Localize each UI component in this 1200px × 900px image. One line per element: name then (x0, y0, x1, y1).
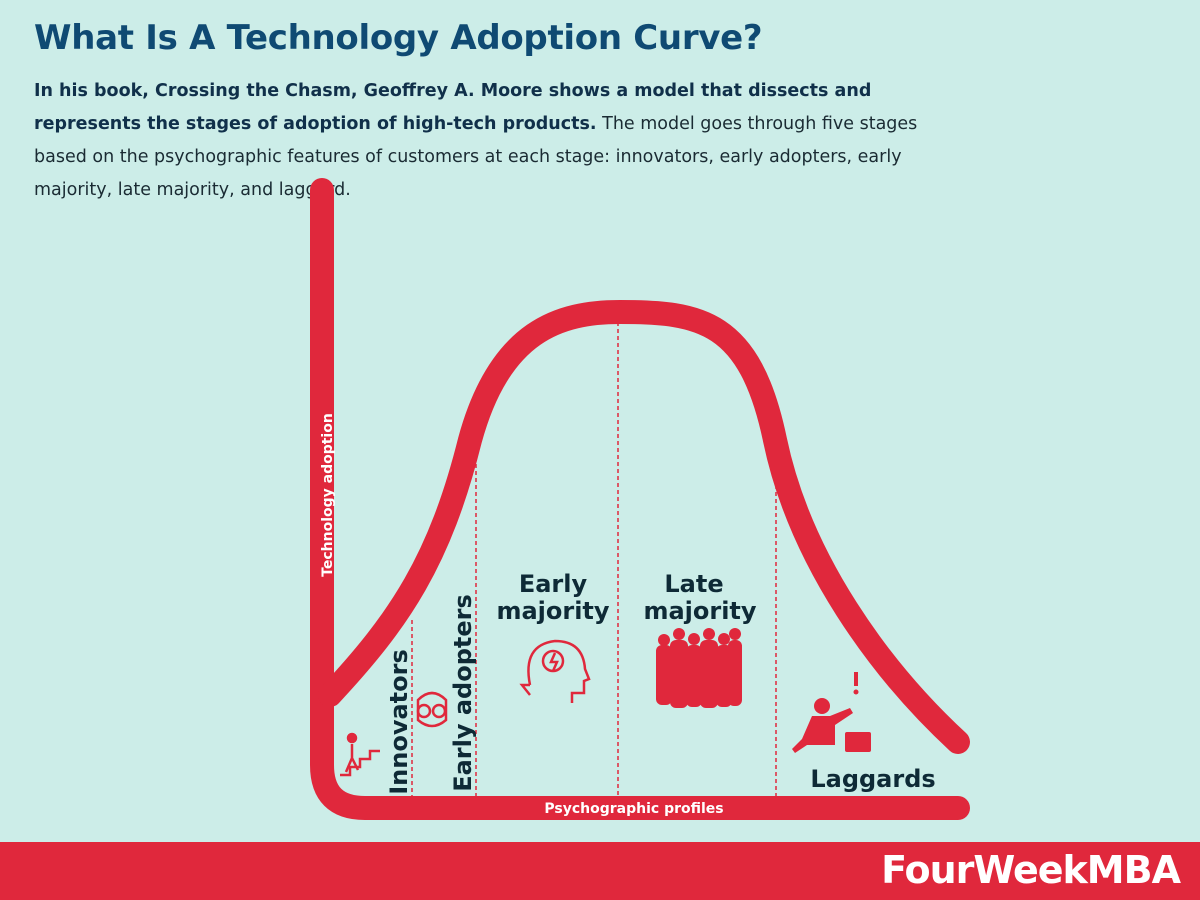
intro-bold: In his book, Crossing the Chasm, Geoffre… (34, 81, 872, 134)
intro: In his book, Crossing the Chasm, Geoffre… (34, 75, 954, 207)
laggard-icon (792, 672, 871, 753)
footer: FourWeekMBA (0, 842, 1200, 900)
y-axis-label: Technology adoption (320, 413, 336, 577)
laggards-label: Laggards (810, 765, 935, 793)
brand: FourWeekMBA (881, 848, 1181, 892)
crowd-icon (656, 628, 742, 708)
adoption-curve (318, 299, 970, 754)
axes (310, 178, 970, 820)
early-majority-line1: Early (519, 570, 588, 598)
title: What Is A Technology Adoption Curve? (34, 18, 763, 58)
late-majority-line2: majority (643, 597, 756, 625)
early-adopters-label: Early adopters (449, 594, 477, 792)
x-axis-label: Psychographic profiles (544, 801, 723, 817)
dividers (411, 322, 777, 798)
late-majority-line1: Late (664, 570, 723, 598)
innovators-label: Innovators (385, 649, 413, 795)
early-majority-line2: majority (496, 597, 609, 625)
icons (340, 639, 591, 777)
intro-rest: The model goes through five stages based… (34, 114, 918, 200)
